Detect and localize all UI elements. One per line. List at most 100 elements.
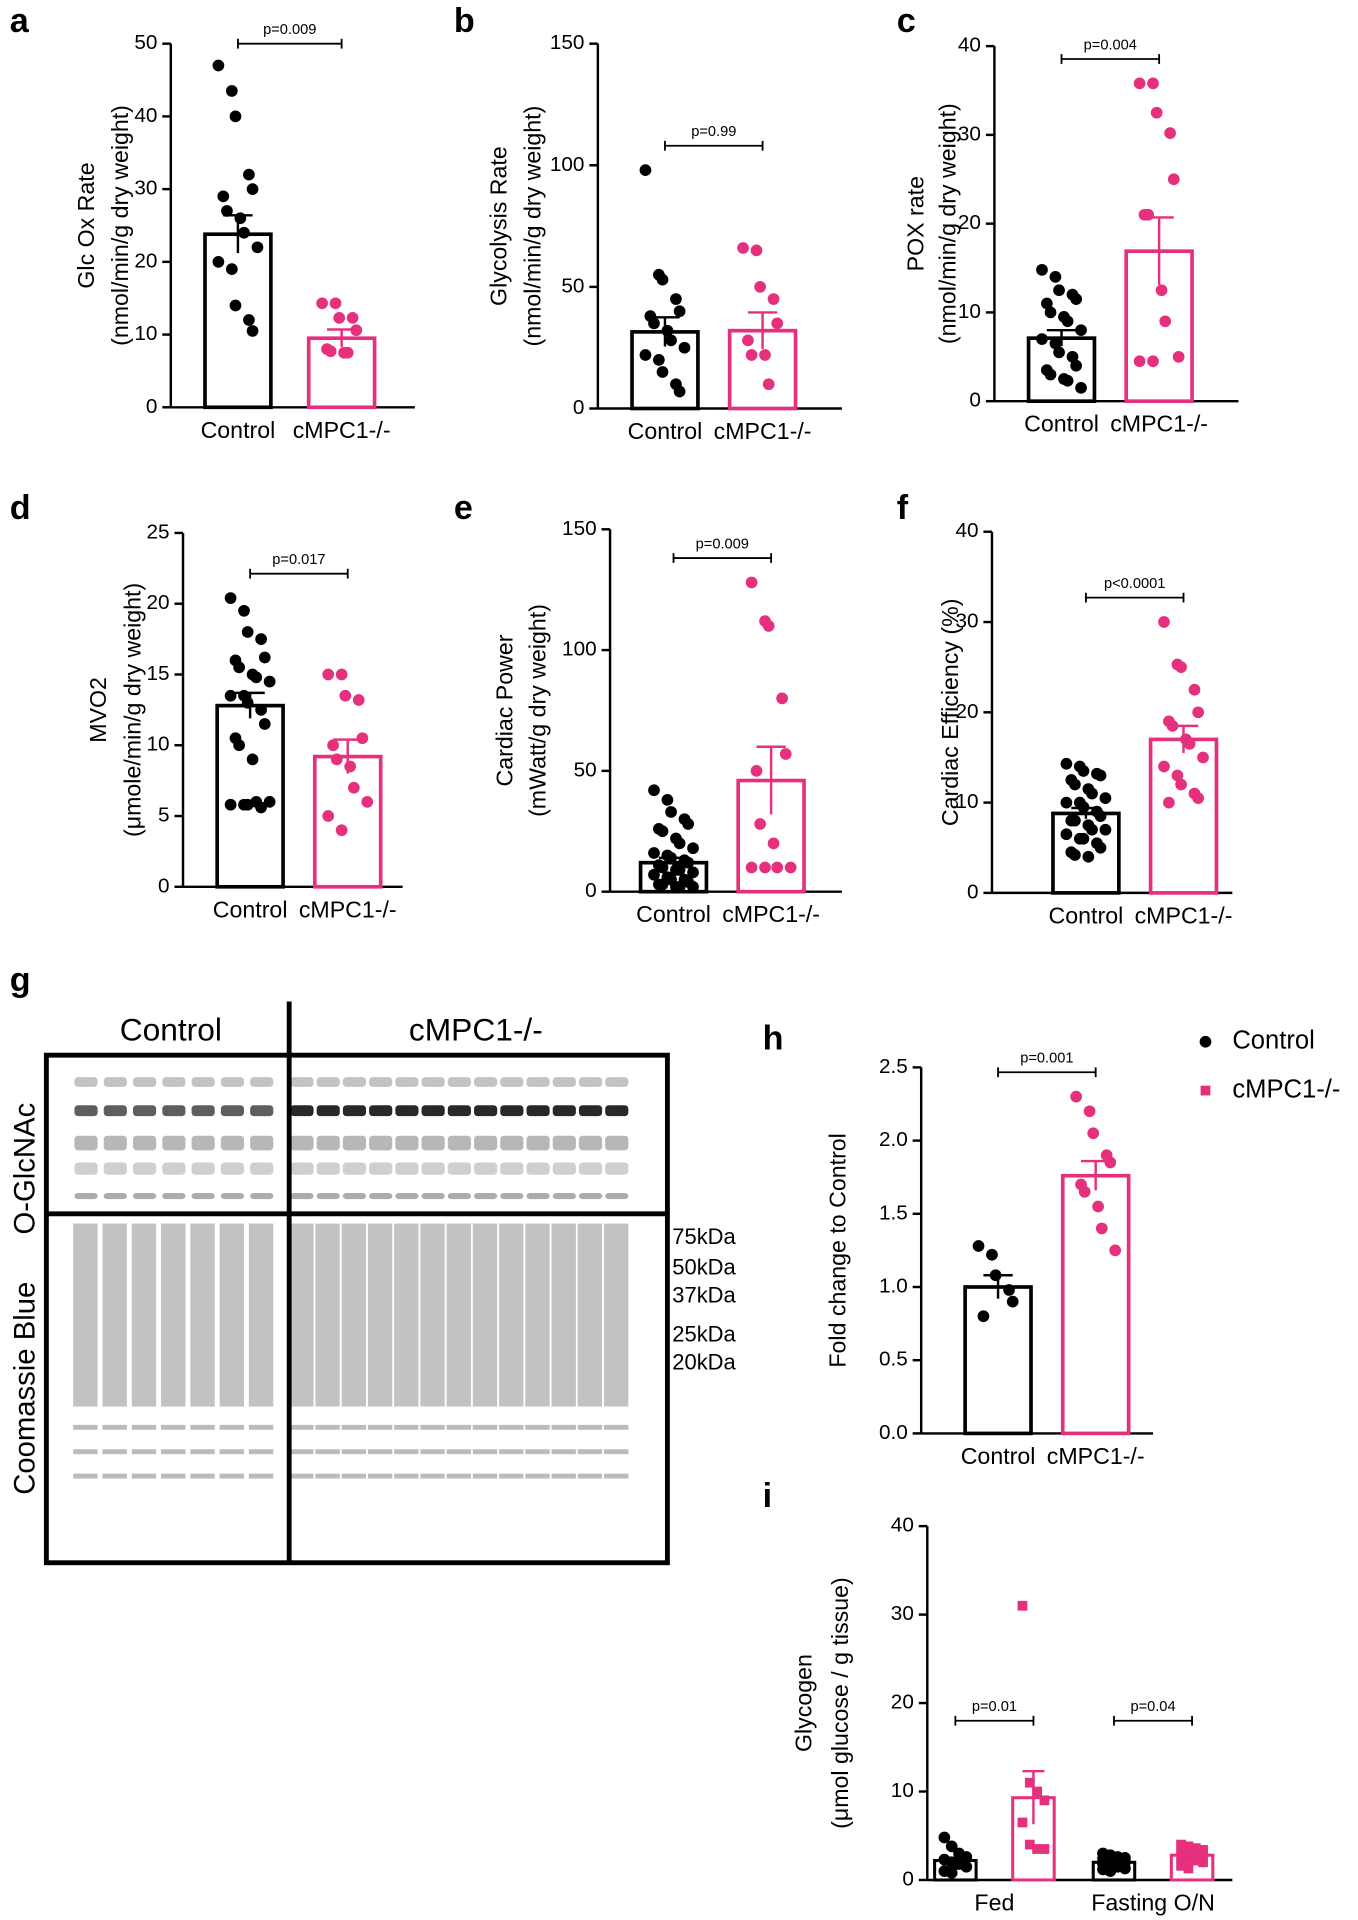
blot-band: [603, 1223, 629, 1407]
data-point: [1099, 792, 1112, 804]
blot-band: [190, 1449, 215, 1455]
data-point: [356, 732, 369, 745]
p-value: p=0.99: [691, 124, 736, 140]
blot-panel: g Control cMPC1-/- O-GlcNAc Coomassie Bl…: [9, 961, 737, 1495]
data-point: [1086, 823, 1098, 836]
blot-band: [290, 1077, 314, 1087]
data-point: [648, 847, 660, 859]
data-point: [673, 864, 686, 876]
blot-band: [526, 1135, 550, 1151]
blot-band: [132, 1193, 157, 1200]
y-tick-label: 40: [134, 104, 157, 127]
panel-letter: g: [10, 961, 31, 999]
data-point: [1172, 350, 1185, 363]
blot-band: [447, 1193, 471, 1200]
blot-band: [551, 1473, 576, 1479]
blot-band: [103, 1135, 127, 1151]
data-point: [779, 748, 792, 760]
data-point: [759, 861, 771, 874]
data-point: [656, 878, 669, 891]
blot-band: [250, 1105, 274, 1117]
data-point: [767, 837, 780, 850]
blot-band: [342, 1135, 367, 1151]
blot-group-label: Control: [120, 1011, 222, 1047]
blot-band: [220, 1162, 245, 1175]
data-point: [263, 796, 276, 808]
blot-band: [421, 1162, 445, 1175]
data-point: [1070, 359, 1083, 372]
blot-band: [131, 1223, 157, 1407]
y-tick-label: 150: [550, 31, 585, 54]
blot-band: [421, 1193, 445, 1200]
blot-band: [395, 1135, 419, 1151]
blot-band: [369, 1135, 393, 1151]
data-point: [229, 299, 242, 312]
data-point: [255, 633, 267, 645]
data-point: [1104, 1865, 1117, 1877]
x-tick-label: Fasting O/N: [1091, 1890, 1215, 1916]
blot-band: [447, 1162, 471, 1175]
blot-band: [132, 1077, 157, 1087]
data-point: [327, 739, 339, 752]
data-point: [745, 861, 758, 874]
y-tick-label: 0: [158, 874, 170, 897]
x-tick-label: cMPC1-/-: [714, 418, 812, 444]
blot-band: [315, 1223, 340, 1407]
legend-label: cMPC1-/-: [1232, 1075, 1340, 1103]
data-point: [673, 385, 686, 398]
blot-band: [578, 1077, 603, 1087]
blot-band: [102, 1473, 127, 1479]
blot-band: [499, 1424, 524, 1430]
data-point: [767, 293, 780, 305]
data-point: [1092, 1200, 1104, 1213]
kda-marker: 50kDa: [672, 1254, 736, 1279]
blot-band: [161, 1473, 186, 1479]
y-tick-label: 10: [147, 733, 170, 756]
chart-panel: f Cardiac Efficiency (%) 0 10 20 30 40 Control c…: [897, 489, 1233, 929]
blot-band: [551, 1424, 576, 1430]
blot-band: [420, 1449, 445, 1455]
blot-band: [578, 1105, 603, 1117]
y-axis-label: (nmol/min/g dry weight): [934, 103, 960, 344]
blot-band: [420, 1424, 445, 1430]
y-tick-label: 1.0: [879, 1274, 908, 1297]
blot-band: [447, 1077, 471, 1087]
blot-band: [342, 1193, 367, 1200]
data-point: [1190, 1843, 1201, 1854]
y-tick-label: 10: [958, 300, 981, 323]
blot-band: [551, 1223, 576, 1407]
blot-band: [367, 1449, 393, 1455]
chart-panel: h Fold change to Control 0.0 0.5 1.0 1.5 2.0 2.…: [763, 1020, 1154, 1469]
blot-band: [161, 1449, 186, 1455]
chart-panel: a Glc Ox Rate (nmol/min/g dry weight) 0 10 20…: [10, 2, 415, 443]
data-point: [1024, 1777, 1035, 1788]
blot-band: [394, 1473, 419, 1479]
data-point: [246, 183, 259, 195]
blot-band: [446, 1424, 471, 1430]
p-value: p=0.009: [263, 22, 316, 38]
data-point: [1133, 77, 1146, 90]
blot-band: [499, 1473, 524, 1479]
data-point: [1150, 106, 1163, 119]
blot-band: [191, 1193, 215, 1200]
bar: [963, 1285, 1033, 1436]
data-point: [682, 856, 695, 869]
blot-band: [316, 1135, 340, 1151]
data-point: [224, 689, 237, 702]
y-tick-label: 20: [134, 249, 157, 272]
data-point: [759, 349, 771, 361]
panel-letter: i: [763, 1477, 773, 1515]
p-value: p=0.04: [1130, 1699, 1175, 1715]
blot-band: [220, 1077, 245, 1087]
blot-band: [367, 1473, 393, 1479]
y-tick-label: 50: [574, 758, 597, 781]
data-point: [673, 880, 686, 893]
blot-band: [132, 1162, 157, 1175]
data-point: [1147, 77, 1159, 90]
data-point: [670, 293, 682, 305]
data-point: [243, 314, 255, 326]
blot-band: [162, 1135, 186, 1151]
blot-band: [605, 1105, 629, 1117]
data-point: [754, 818, 766, 830]
